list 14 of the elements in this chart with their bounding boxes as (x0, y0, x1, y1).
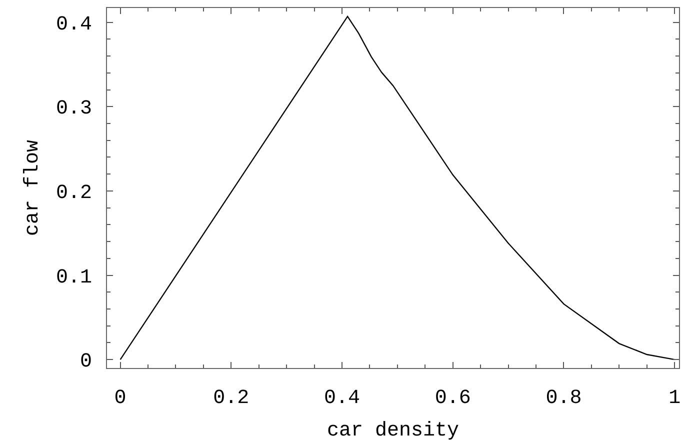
y-tick-label: 0.3 (56, 98, 92, 121)
line-series (120, 16, 676, 360)
x-tick-label: 0 (114, 387, 126, 410)
y-tick-label: 0.2 (56, 182, 92, 205)
y-tick-label: 0 (80, 350, 92, 374)
x-tick-label: 0.8 (546, 387, 582, 410)
x-tick-label: 0.6 (434, 387, 471, 410)
x-tick-label: 0.2 (213, 387, 250, 410)
y-tick-label: 0.1 (56, 266, 92, 290)
x-tick-label: 0.4 (324, 387, 360, 410)
y-axis-title: car flow (21, 140, 44, 236)
x-axis-title: car density (326, 420, 460, 442)
y-tick-label: 0.4 (56, 13, 92, 36)
x-tick-label: 1 (668, 387, 681, 410)
